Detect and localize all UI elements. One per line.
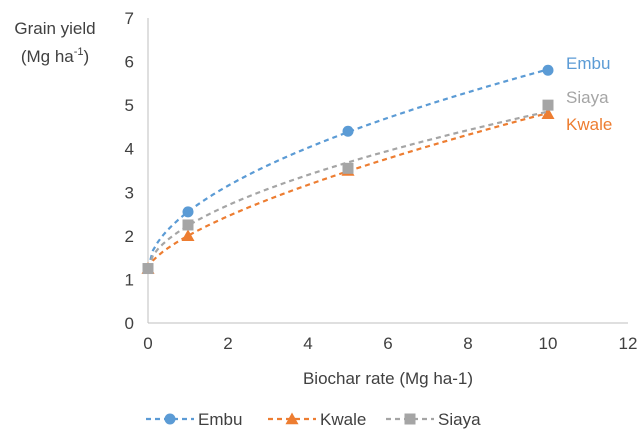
x-tick-label: 4: [303, 334, 312, 353]
data-point-kwale: [541, 107, 555, 120]
series-line-embu: [146, 68, 549, 269]
y-axis-unit-label: (Mg ha-1): [21, 46, 89, 66]
data-point-embu: [342, 125, 354, 137]
legend-marker-kwale: [285, 412, 299, 425]
legend-marker-embu: [164, 413, 176, 425]
y-tick-label: 7: [125, 9, 134, 28]
y-tick-label: 1: [125, 270, 134, 289]
x-tick-label: 2: [223, 334, 232, 353]
y-axis-label: Grain yield: [14, 19, 95, 38]
y-tick-label: 5: [125, 96, 134, 115]
data-point-kwale: [181, 229, 195, 242]
data-point-siaya: [182, 219, 194, 231]
annotation-kwale: Kwale: [566, 115, 612, 134]
y-unit-sup: -1: [74, 46, 84, 58]
y-unit-prefix: (Mg ha: [21, 47, 74, 66]
series-annotations: Embu Siaya Kwale: [566, 54, 612, 134]
x-tick-label: 10: [539, 334, 558, 353]
annotation-embu: Embu: [566, 54, 610, 73]
data-point-siaya: [342, 162, 354, 174]
data-point-siaya: [542, 99, 554, 111]
legend-label-siaya: Siaya: [438, 410, 481, 429]
series-line-siaya: [146, 110, 549, 269]
data-point-embu: [182, 206, 194, 218]
y-tick-label: 0: [125, 314, 134, 333]
legend-marker-siaya: [404, 413, 416, 425]
axes: [147, 18, 628, 324]
legend-label-embu: Embu: [198, 410, 242, 429]
legend-label-kwale: Kwale: [320, 410, 366, 429]
y-tick-label: 4: [125, 140, 134, 159]
annotation-siaya: Siaya: [566, 88, 609, 107]
y-tick-label: 3: [125, 183, 134, 202]
y-tick-label: 6: [125, 53, 134, 72]
data-point-embu: [542, 64, 554, 76]
x-tick-label: 8: [463, 334, 472, 353]
x-tick-label: 12: [619, 334, 638, 353]
x-tick-label: 0: [143, 334, 152, 353]
legend: Embu Kwale Siaya: [146, 410, 481, 429]
y-tick-label: 2: [125, 227, 134, 246]
series-group: [141, 64, 555, 275]
x-tick-label: 6: [383, 334, 392, 353]
data-point-siaya: [142, 263, 154, 275]
x-axis-label: Biochar rate (Mg ha-1): [303, 369, 473, 388]
y-unit-suffix: ): [84, 47, 90, 66]
